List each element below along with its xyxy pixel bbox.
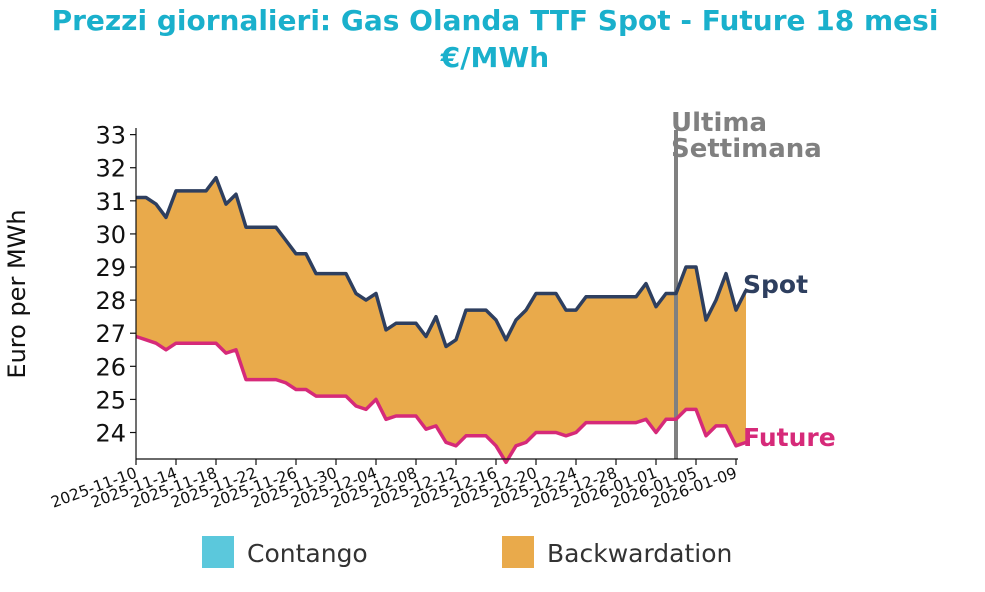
legend: Contango Backwardation — [202, 536, 732, 568]
annotation-line2: Settimana — [671, 134, 822, 164]
y-tick-label: 28 — [95, 287, 126, 315]
spot-line — [136, 175, 748, 349]
y-tick-label: 30 — [95, 221, 126, 249]
chart-title: Prezzi giornalieri: Gas Olanda TTF Spot … — [52, 4, 939, 37]
y-tick-label: 29 — [95, 254, 126, 282]
y-tick-label: 32 — [95, 155, 126, 183]
future-line — [135, 334, 747, 465]
y-tick-label: 31 — [95, 188, 126, 216]
y-tick-label: 33 — [95, 122, 126, 150]
legend-label-contango: Contango — [247, 539, 368, 568]
future-series-label: Future — [743, 423, 836, 452]
y-tick-label: 27 — [95, 320, 126, 348]
legend-label-backwardation: Backwardation — [547, 539, 732, 568]
x-ticks: 2025-11-102025-11-142025-11-182025-11-22… — [49, 459, 739, 512]
plot-area — [135, 130, 748, 465]
legend-swatch-contango — [202, 536, 234, 568]
y-tick-label: 25 — [95, 386, 126, 414]
annotation-line1: Ultima — [671, 108, 767, 138]
y-tick-label: 24 — [95, 420, 126, 448]
y-ticks: 24 25 26 27 28 29 30 31 32 33 — [95, 122, 136, 448]
backwardation-area — [136, 177, 746, 463]
y-axis-label: Euro per MWh — [3, 209, 31, 378]
chart-subtitle: €/MWh — [440, 41, 549, 74]
y-tick-label: 26 — [95, 353, 126, 381]
legend-swatch-backwardation — [502, 536, 534, 568]
axes: 24 25 26 27 28 29 30 31 32 33 2025-11-102025-11-1… — [49, 122, 740, 512]
spot-series-label: Spot — [743, 270, 808, 299]
